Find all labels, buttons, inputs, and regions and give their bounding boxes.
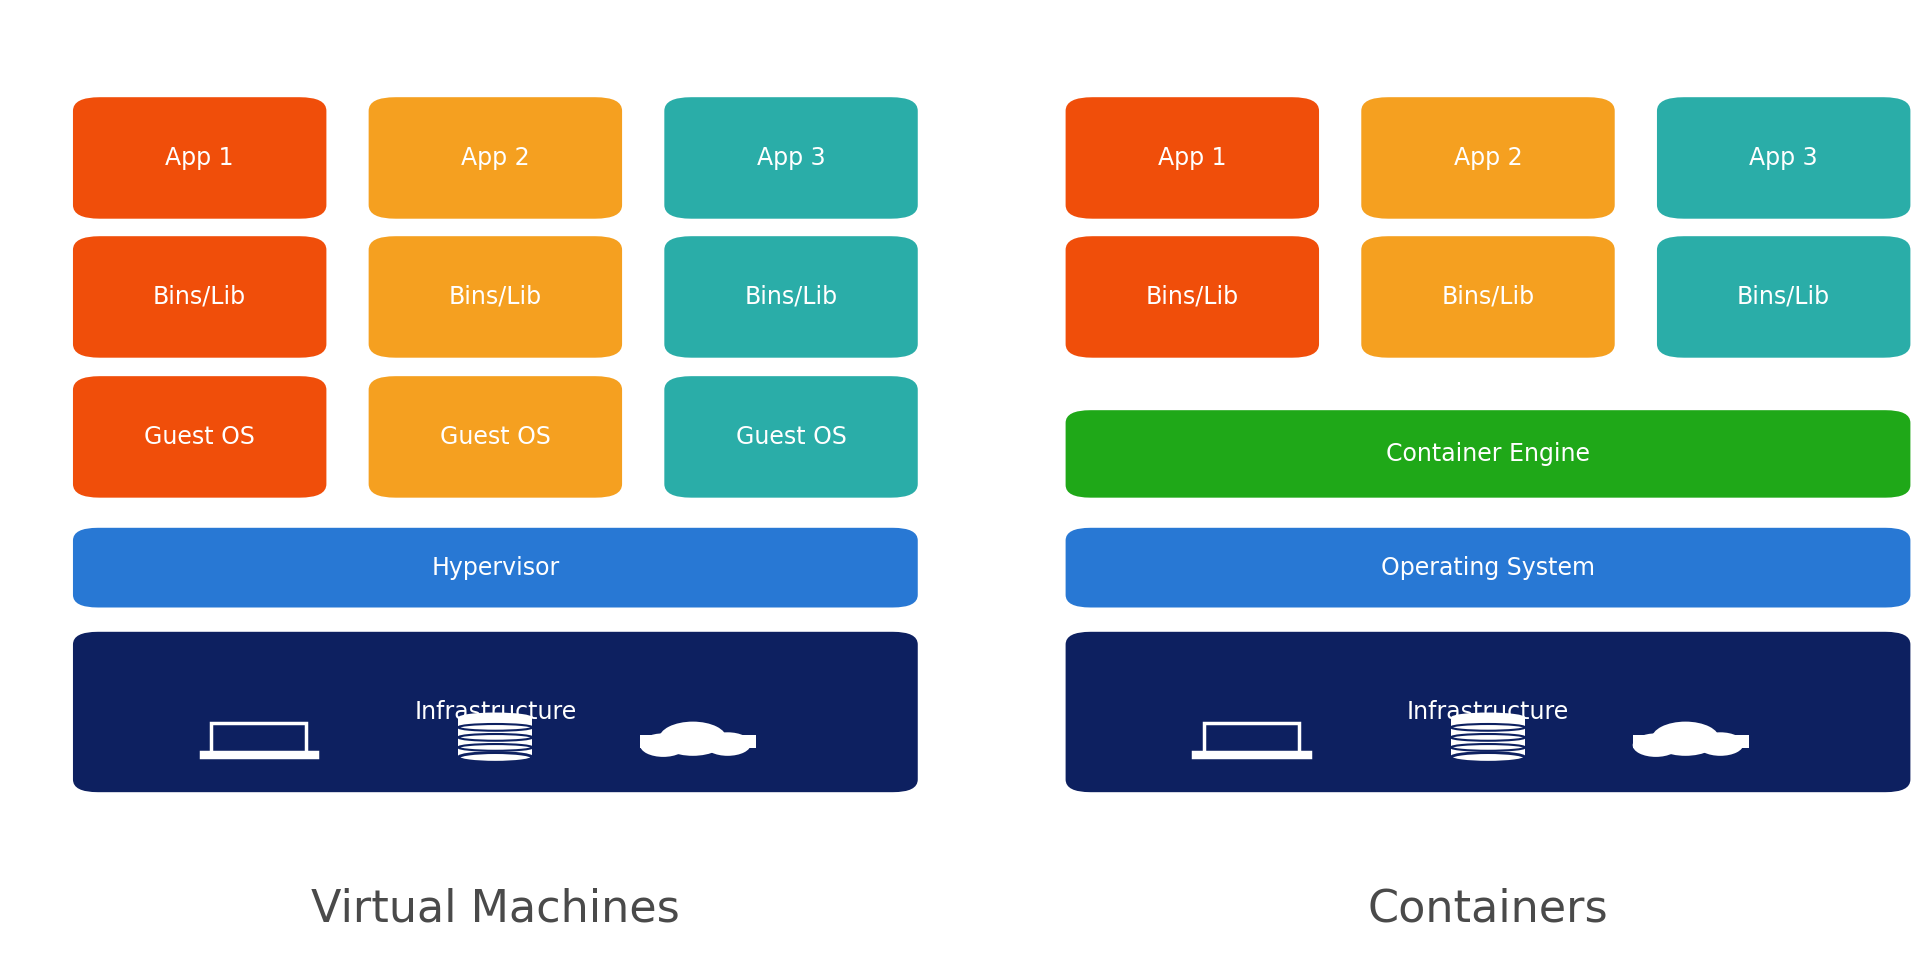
Text: Guest OS: Guest OS — [144, 425, 255, 449]
FancyBboxPatch shape — [369, 236, 622, 358]
Ellipse shape — [1452, 712, 1524, 722]
FancyBboxPatch shape — [369, 97, 622, 219]
FancyBboxPatch shape — [1194, 752, 1309, 757]
Text: Bins/Lib: Bins/Lib — [449, 285, 541, 309]
FancyBboxPatch shape — [459, 717, 532, 757]
Ellipse shape — [459, 752, 532, 762]
FancyBboxPatch shape — [1066, 632, 1910, 792]
Text: App 2: App 2 — [1453, 146, 1523, 170]
FancyBboxPatch shape — [1361, 236, 1615, 358]
Text: Guest OS: Guest OS — [440, 425, 551, 449]
FancyBboxPatch shape — [1452, 717, 1524, 757]
Text: Virtual Machines: Virtual Machines — [311, 887, 680, 930]
Text: Bins/Lib: Bins/Lib — [1146, 285, 1238, 309]
Text: App 1: App 1 — [165, 146, 234, 170]
FancyBboxPatch shape — [1361, 97, 1615, 219]
FancyBboxPatch shape — [664, 376, 918, 498]
Bar — [1632, 735, 1749, 748]
FancyBboxPatch shape — [664, 236, 918, 358]
Circle shape — [1632, 733, 1680, 757]
FancyBboxPatch shape — [73, 97, 326, 219]
FancyBboxPatch shape — [1066, 410, 1910, 498]
Text: Bins/Lib: Bins/Lib — [154, 285, 246, 309]
Circle shape — [1651, 721, 1718, 756]
FancyBboxPatch shape — [202, 752, 317, 757]
Text: Bins/Lib: Bins/Lib — [1442, 285, 1534, 309]
FancyBboxPatch shape — [1066, 236, 1319, 358]
Circle shape — [639, 733, 687, 757]
Bar — [639, 735, 756, 748]
Text: Guest OS: Guest OS — [735, 425, 847, 449]
FancyBboxPatch shape — [1066, 97, 1319, 219]
FancyBboxPatch shape — [1657, 236, 1910, 358]
FancyBboxPatch shape — [369, 376, 622, 498]
FancyBboxPatch shape — [664, 97, 918, 219]
Text: App 2: App 2 — [461, 146, 530, 170]
FancyBboxPatch shape — [73, 376, 326, 498]
Text: Bins/Lib: Bins/Lib — [745, 285, 837, 309]
FancyBboxPatch shape — [1066, 528, 1910, 608]
FancyBboxPatch shape — [1657, 97, 1910, 219]
Text: Infrastructure: Infrastructure — [415, 700, 576, 724]
FancyBboxPatch shape — [73, 632, 918, 792]
Text: Infrastructure: Infrastructure — [1407, 700, 1569, 724]
Ellipse shape — [459, 712, 532, 722]
Circle shape — [1697, 732, 1743, 756]
Circle shape — [659, 721, 726, 756]
Text: App 1: App 1 — [1158, 146, 1227, 170]
FancyBboxPatch shape — [73, 236, 326, 358]
Text: Containers: Containers — [1367, 887, 1609, 930]
Text: Hypervisor: Hypervisor — [432, 556, 559, 579]
Text: Operating System: Operating System — [1380, 556, 1596, 579]
Text: App 3: App 3 — [1749, 146, 1818, 170]
Ellipse shape — [1452, 752, 1524, 762]
Circle shape — [705, 732, 751, 756]
FancyBboxPatch shape — [73, 528, 918, 608]
Text: Bins/Lib: Bins/Lib — [1738, 285, 1830, 309]
Text: App 3: App 3 — [756, 146, 826, 170]
Text: Container Engine: Container Engine — [1386, 442, 1590, 466]
